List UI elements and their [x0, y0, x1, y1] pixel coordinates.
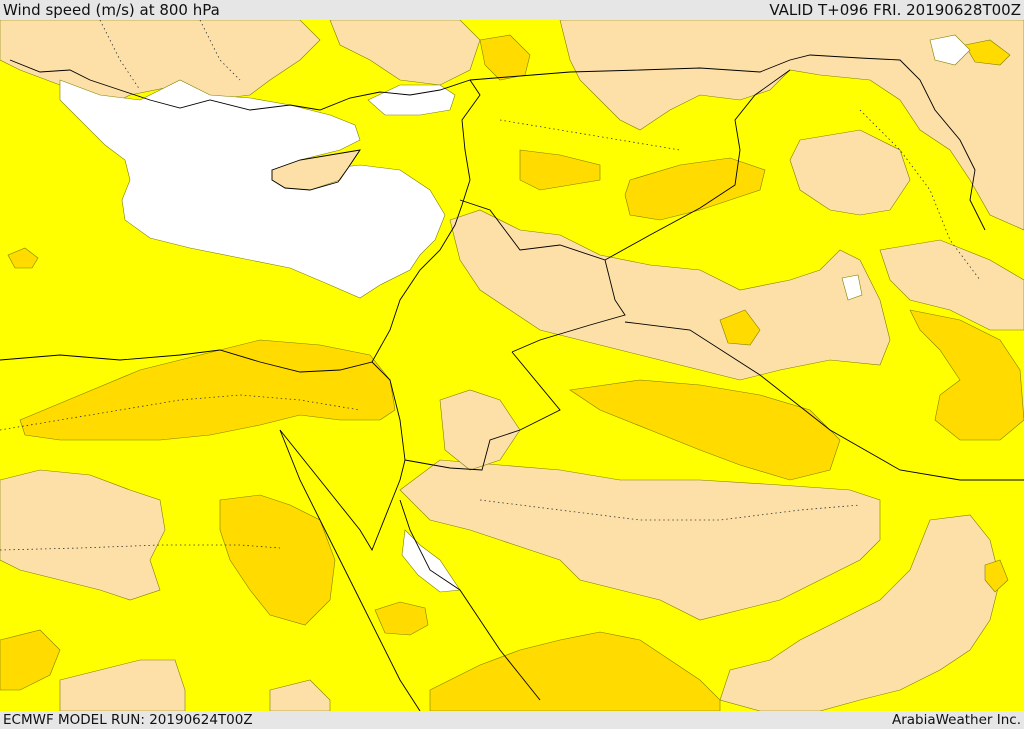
country-borders: [371, 54, 1024, 481]
coastlines: [0, 59, 541, 711]
wind-speed-map: [0, 20, 1024, 711]
map-header: Wind speed (m/s) at 800 hPa VALID T+096 …: [0, 0, 1024, 20]
map-footer: ECMWF MODEL RUN: 20190624T00Z ArabiaWeat…: [0, 711, 1024, 729]
model-run-label: ECMWF MODEL RUN: 20190624T00Z: [3, 712, 253, 728]
credit-label: ArabiaWeather Inc.: [891, 712, 1021, 728]
valid-time-label: VALID T+096 FRI. 20190628T00Z: [769, 1, 1021, 19]
wind-band-peach: [0, 20, 1024, 711]
wind-band-gold: [0, 34, 1024, 711]
map-title: Wind speed (m/s) at 800 hPa: [3, 1, 220, 19]
wind-band-white: [59, 34, 971, 593]
province-boundaries: [0, 20, 981, 551]
